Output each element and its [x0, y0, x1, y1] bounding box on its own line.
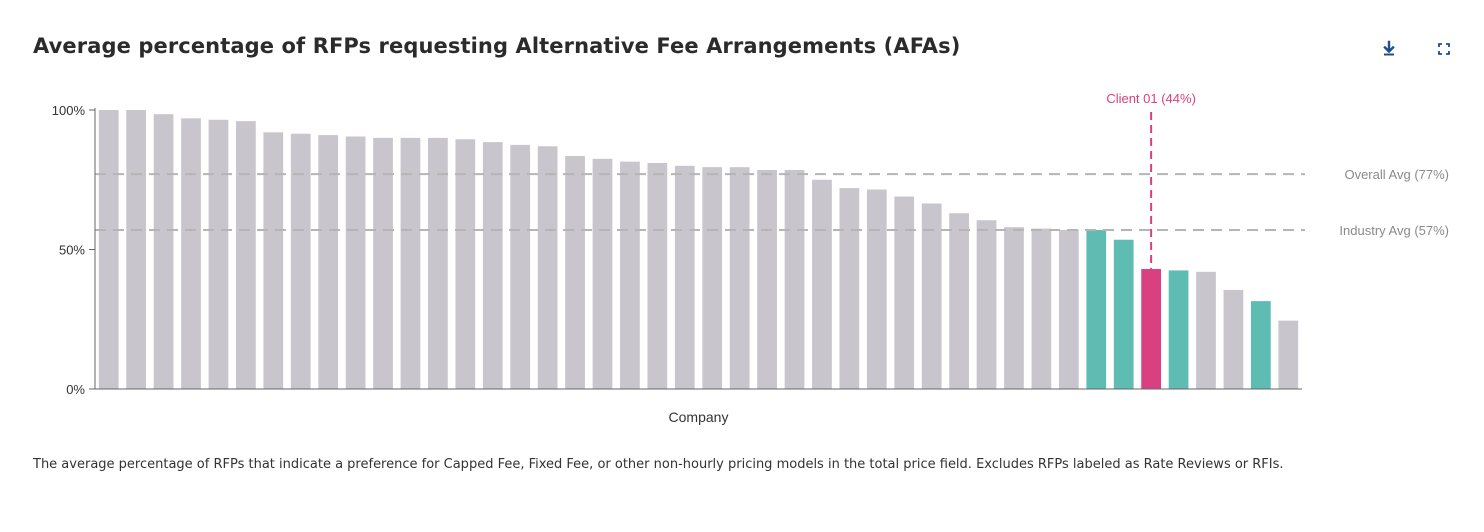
y-tick-label: 100% — [52, 103, 86, 118]
bar-other[interactable] — [345, 136, 366, 390]
bar-peer[interactable] — [1113, 239, 1134, 389]
chart-title: Average percentage of RFPs requesting Al… — [33, 34, 961, 58]
bar-peer[interactable] — [1250, 301, 1271, 389]
bar-other[interactable] — [592, 158, 613, 389]
bar-other[interactable] — [400, 137, 421, 389]
bar-other[interactable] — [153, 114, 174, 389]
bar-other[interactable] — [428, 137, 448, 389]
bar-other[interactable] — [181, 118, 201, 390]
bar-other[interactable] — [729, 167, 750, 389]
bar-other[interactable] — [236, 121, 256, 389]
bar-other[interactable] — [1058, 229, 1079, 389]
bar-other[interactable] — [784, 169, 805, 389]
bar-other[interactable] — [1196, 271, 1216, 389]
bar-other[interactable] — [263, 132, 284, 389]
download-button[interactable] — [1378, 38, 1400, 60]
bar-other[interactable] — [126, 110, 147, 389]
bar-other[interactable] — [647, 163, 668, 389]
bar-other[interactable] — [866, 189, 887, 389]
y-tick-label: 0% — [66, 382, 85, 397]
bar-other[interactable] — [510, 144, 531, 390]
y-tick-label: 50% — [59, 243, 85, 258]
bar-peer[interactable] — [1086, 229, 1107, 389]
reference-lines-group: Overall Avg (77%) Industry Avg (57%) Clien… — [95, 91, 1449, 270]
bar-other[interactable] — [455, 139, 476, 389]
bar-other[interactable] — [1278, 320, 1299, 389]
x-axis-label: Company — [669, 409, 729, 425]
bar-other[interactable] — [98, 110, 119, 389]
bar-other[interactable] — [620, 161, 640, 389]
bar-chart: Overall Avg (77%) Industry Avg (57%) Clien… — [52, 91, 1449, 425]
bar-other[interactable] — [976, 220, 997, 389]
bar-client[interactable] — [1141, 269, 1161, 389]
client-marker-label: Client 01 (44%) — [1106, 91, 1196, 106]
bar-other[interactable] — [537, 146, 558, 389]
bar-other[interactable] — [949, 213, 969, 389]
axes-group: 0% 50% 100% — [52, 103, 1302, 397]
bar-other[interactable] — [1031, 228, 1052, 389]
bar-other[interactable] — [1223, 289, 1244, 389]
bar-other[interactable] — [318, 135, 339, 389]
bar-other[interactable] — [674, 165, 695, 389]
bar-other[interactable] — [757, 169, 777, 389]
fullscreen-button[interactable] — [1433, 38, 1455, 60]
chart-description: The average percentage of RFPs that indi… — [33, 457, 1284, 472]
download-icon — [1383, 40, 1395, 56]
bar-other[interactable] — [839, 188, 860, 389]
bar-other[interactable] — [894, 196, 915, 389]
reference-line-label: Industry Avg (57%) — [1339, 223, 1449, 238]
bar-other[interactable] — [702, 167, 723, 389]
bars-group — [98, 110, 1299, 390]
bar-other[interactable] — [1004, 227, 1024, 389]
reference-line-label: Overall Avg (77%) — [1344, 167, 1449, 182]
bar-other[interactable] — [921, 203, 942, 389]
bar-other[interactable] — [290, 133, 311, 389]
bar-other[interactable] — [482, 142, 503, 389]
bar-peer[interactable] — [1168, 270, 1189, 389]
bar-other[interactable] — [208, 119, 229, 389]
bar-other[interactable] — [812, 179, 832, 389]
bar-other[interactable] — [565, 156, 585, 389]
bar-other[interactable] — [373, 137, 393, 389]
fullscreen-icon — [1438, 43, 1450, 55]
